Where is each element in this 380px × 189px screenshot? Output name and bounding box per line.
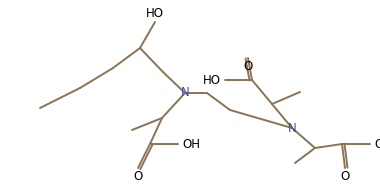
Text: O: O <box>243 60 253 73</box>
Text: N: N <box>288 122 296 135</box>
Text: O: O <box>133 170 142 183</box>
Text: HO: HO <box>146 7 164 20</box>
Text: HO: HO <box>203 74 221 87</box>
Text: O: O <box>340 170 350 183</box>
Text: OH: OH <box>182 138 200 150</box>
Text: OH: OH <box>374 138 380 150</box>
Text: N: N <box>180 87 189 99</box>
